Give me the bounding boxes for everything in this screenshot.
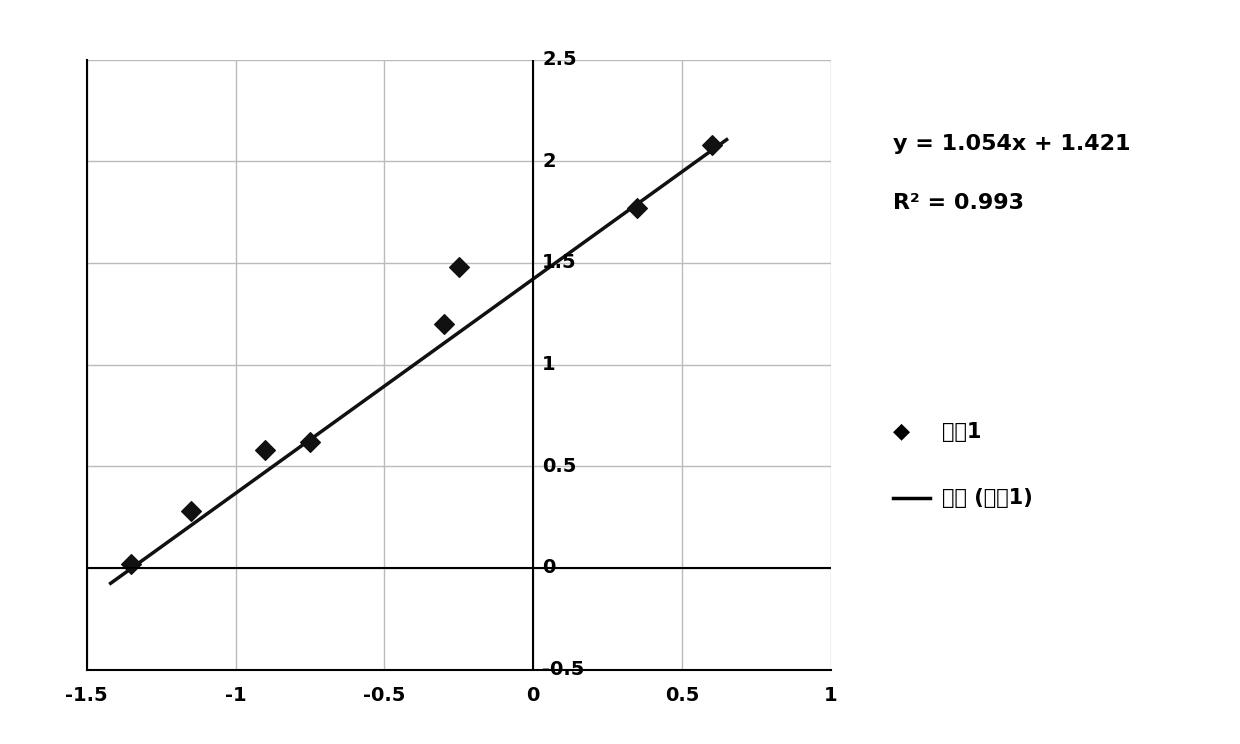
Text: -0.5: -0.5 (542, 660, 584, 679)
Text: 0.5: 0.5 (542, 457, 577, 475)
Point (434, 318, 454, 330)
Text: 1.5: 1.5 (542, 254, 577, 272)
Point (449, 261, 469, 273)
Text: 线性 (系列1): 线性 (系列1) (942, 489, 1033, 508)
Text: -1.5: -1.5 (66, 686, 108, 705)
Point (122, 558, 141, 570)
Point (181, 505, 201, 517)
Text: y = 1.054x + 1.421: y = 1.054x + 1.421 (893, 134, 1131, 154)
Point (300, 436, 320, 448)
Text: -0.5: -0.5 (363, 686, 405, 705)
Point (702, 139, 722, 151)
Point (255, 444, 275, 456)
Text: -1: -1 (224, 686, 247, 705)
Text: 0: 0 (542, 559, 556, 577)
Text: 1: 1 (825, 686, 837, 705)
Text: ◆: ◆ (893, 422, 910, 441)
Text: 0.5: 0.5 (665, 686, 699, 705)
Text: R² = 0.993: R² = 0.993 (893, 193, 1024, 214)
Point (627, 202, 647, 214)
Text: 2.5: 2.5 (542, 50, 577, 69)
Text: 0: 0 (527, 686, 539, 705)
Text: 2: 2 (542, 152, 556, 170)
Text: 1: 1 (542, 355, 556, 374)
Text: 系列1: 系列1 (942, 422, 982, 441)
